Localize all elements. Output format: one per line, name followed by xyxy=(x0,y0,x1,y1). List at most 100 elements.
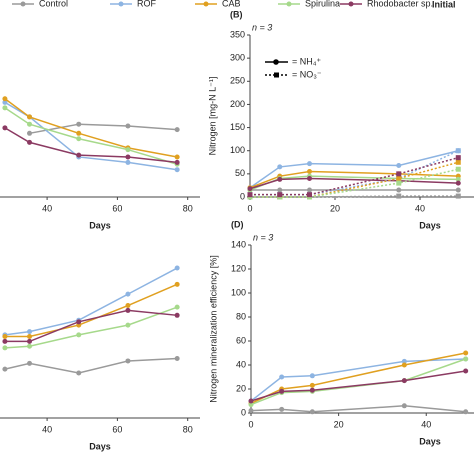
legend-label: Control xyxy=(39,0,68,8)
data-point xyxy=(125,291,131,297)
y-tick-label: 100 xyxy=(231,287,246,297)
legend-label: ROF xyxy=(137,0,157,8)
data-point xyxy=(27,114,33,120)
x-tick-label: 40 xyxy=(42,203,52,213)
data-point xyxy=(248,408,254,414)
data-point xyxy=(455,159,461,165)
x-tick-label: 80 xyxy=(183,424,193,434)
data-point xyxy=(277,176,283,182)
data-point xyxy=(248,398,254,404)
series-line xyxy=(250,150,459,196)
data-point xyxy=(463,368,469,374)
data-point xyxy=(76,136,82,142)
panel-label: (D) xyxy=(231,219,244,229)
series-line xyxy=(29,123,178,135)
data-point xyxy=(401,358,407,364)
data-point xyxy=(2,105,8,111)
data-point xyxy=(125,358,131,364)
legend-marker xyxy=(348,1,354,7)
x-axis-label: Days xyxy=(419,220,441,230)
data-point xyxy=(396,193,402,199)
data-point xyxy=(27,139,33,145)
style-legend-marker xyxy=(273,59,279,65)
data-point xyxy=(2,345,8,351)
data-point xyxy=(248,402,254,408)
data-point xyxy=(174,154,180,160)
data-point xyxy=(307,187,313,193)
data-point xyxy=(174,159,180,165)
data-point xyxy=(27,334,33,339)
series-line xyxy=(250,358,466,402)
y-tick-label: 150 xyxy=(230,122,245,132)
data-point xyxy=(307,169,313,175)
y-tick-label: 0 xyxy=(241,407,246,417)
y-tick-label: 140 xyxy=(231,239,246,249)
data-point xyxy=(463,356,469,362)
style-legend-label: = NO₃⁻ xyxy=(292,69,322,79)
data-point xyxy=(401,378,407,384)
x-axis-label: Days xyxy=(419,436,441,446)
data-point xyxy=(455,193,461,199)
data-point xyxy=(455,148,461,154)
data-point xyxy=(76,370,82,376)
y-tick-label: 60 xyxy=(236,335,246,345)
data-point xyxy=(125,159,131,165)
data-point xyxy=(396,175,402,181)
x-tick-label: 40 xyxy=(421,419,431,429)
data-point xyxy=(279,374,285,380)
y-tick-label: 300 xyxy=(230,53,245,63)
y-tick-label: 80 xyxy=(236,311,246,321)
series-line xyxy=(250,358,466,406)
series-line xyxy=(4,267,178,336)
data-point xyxy=(174,127,180,133)
data-point xyxy=(309,409,315,415)
y-tick-label: 100 xyxy=(230,145,245,155)
style-legend-label: = NH₄⁺ xyxy=(292,56,321,66)
data-point xyxy=(401,403,407,409)
data-point xyxy=(125,303,131,309)
data-point xyxy=(76,319,82,325)
legend-label: Rhodobacter sp. xyxy=(367,0,433,8)
data-point xyxy=(309,382,315,388)
x-tick-label: 0 xyxy=(248,419,253,429)
data-point xyxy=(463,350,469,356)
data-point xyxy=(27,130,33,136)
legend-marker xyxy=(203,1,209,7)
y-tick-label: 0 xyxy=(240,191,245,201)
data-point xyxy=(396,163,402,169)
data-point xyxy=(174,281,180,287)
data-point xyxy=(396,171,402,177)
x-axis-label: Days xyxy=(89,441,111,451)
y-tick-label: 50 xyxy=(235,168,245,178)
x-tick-label: 40 xyxy=(415,203,425,213)
data-point xyxy=(27,338,33,344)
data-point xyxy=(277,164,283,170)
series-line xyxy=(4,283,178,338)
data-point xyxy=(27,360,33,366)
data-point xyxy=(125,123,131,129)
panel-label: (B) xyxy=(230,9,243,19)
data-point xyxy=(309,373,315,379)
data-point xyxy=(27,329,33,335)
legend-label: CAB xyxy=(222,0,241,8)
data-point xyxy=(455,176,461,182)
data-point xyxy=(279,388,285,394)
x-tick-label: 80 xyxy=(183,203,193,213)
x-tick-label: 60 xyxy=(112,203,122,213)
x-tick-label: 60 xyxy=(112,424,122,434)
legend-label: Spirulina xyxy=(305,0,340,8)
y-axis-label: Nitrogen mineralization efficiency [%] xyxy=(208,255,218,402)
x-tick-label: 20 xyxy=(330,203,340,213)
data-point xyxy=(174,312,180,318)
data-point xyxy=(125,307,131,313)
series-line xyxy=(250,195,459,198)
data-point xyxy=(76,130,82,136)
x-tick-label: 20 xyxy=(334,419,344,429)
data-point xyxy=(2,334,8,339)
data-point xyxy=(455,155,461,161)
data-point xyxy=(247,192,253,198)
y-tick-label: 200 xyxy=(230,99,245,109)
data-point xyxy=(396,187,402,193)
data-point xyxy=(2,96,8,102)
